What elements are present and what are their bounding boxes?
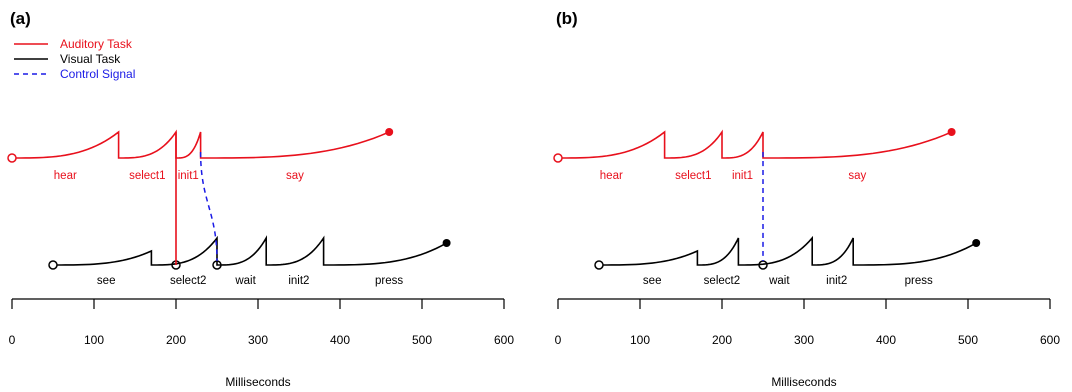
visual-end-point	[972, 239, 981, 247]
auditory-segment-label: init1	[178, 170, 199, 182]
auditory-end-point	[385, 128, 394, 136]
x-tick-label: 500	[958, 333, 978, 347]
x-tick-label: 200	[712, 333, 732, 347]
visual-end-point	[442, 239, 451, 247]
x-tick-label: 300	[794, 333, 814, 347]
x-axis-label: Milliseconds	[225, 375, 290, 389]
x-tick-label: 600	[494, 333, 514, 347]
legend-entry-label: Control Signal	[60, 67, 135, 81]
x-tick-label: 300	[248, 333, 268, 347]
visual-segment-label: init2	[288, 275, 309, 287]
visual-segment-label: press	[905, 275, 933, 287]
panel-label: (b)	[556, 9, 578, 28]
visual-start-point	[594, 260, 604, 270]
visual-segment-label: wait	[234, 275, 256, 287]
panel-a: (a) hear select1 init1 say see select2 wait init…	[7, 9, 514, 389]
auditory-segment-label: hear	[600, 170, 623, 182]
control-signal-link	[199, 151, 218, 262]
x-tick-label: 100	[630, 333, 650, 347]
auditory-trace	[558, 129, 952, 159]
legend-entry-label: Visual Task	[60, 52, 121, 66]
auditory-start-point	[7, 153, 17, 163]
visual-segment-label: press	[375, 275, 403, 287]
x-tick-label: 500	[412, 333, 432, 347]
auditory-start-point	[553, 153, 563, 163]
x-tick-label: 200	[166, 333, 186, 347]
x-tick-label: 0	[9, 333, 16, 347]
x-tick-label: 0	[555, 333, 562, 347]
auditory-end-point	[947, 128, 956, 136]
x-tick-label: 100	[84, 333, 104, 347]
auditory-segment-label: init1	[732, 170, 753, 182]
legend-entry-label: Auditory Task	[60, 37, 133, 51]
visual-segment-label: see	[643, 275, 662, 287]
auditory-segment-label: say	[286, 170, 304, 182]
x-tick-label: 400	[330, 333, 350, 347]
visual-trace	[53, 235, 447, 266]
visual-segment-label: see	[97, 275, 116, 287]
visual-trace	[599, 235, 977, 266]
auditory-segment-label: say	[848, 170, 866, 182]
visual-segment-label: wait	[768, 275, 790, 287]
auditory-segment-label: hear	[54, 170, 77, 182]
visual-segment-label: select2	[704, 275, 740, 287]
x-axis-label: Milliseconds	[771, 375, 836, 389]
auditory-segment-label: select1	[129, 170, 165, 182]
x-tick-label: 400	[876, 333, 896, 347]
visual-segment-label: init2	[826, 275, 847, 287]
x-tick-label: 600	[1040, 333, 1060, 347]
panel-b: (b) hear select1 init1 say see select2 wait init…	[553, 9, 1060, 389]
panel-label: (a)	[10, 9, 31, 28]
visual-start-point	[48, 260, 58, 270]
auditory-segment-label: select1	[675, 170, 711, 182]
visual-segment-label: select2	[170, 275, 206, 287]
